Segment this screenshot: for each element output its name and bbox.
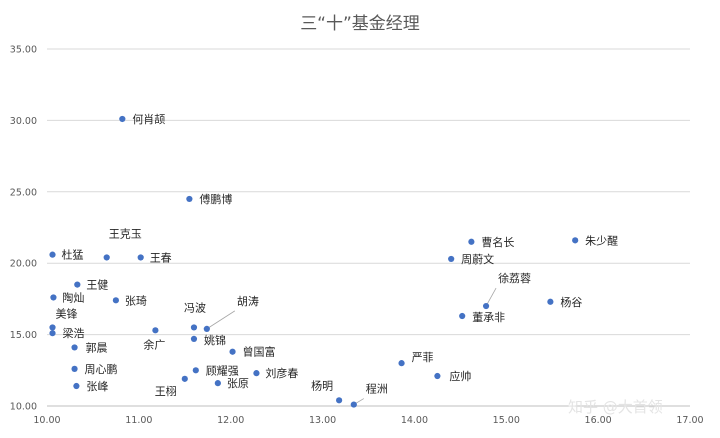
point-label: 王克玉 <box>109 227 142 240</box>
y-tick-label: 15.00 <box>10 330 37 341</box>
point-label: 刘彦春 <box>265 366 298 380</box>
gridlines <box>47 48 690 336</box>
data-point <box>192 367 199 374</box>
point-label: 张琦 <box>125 294 147 307</box>
y-tick-label: 10.00 <box>10 402 37 413</box>
data-point <box>434 372 441 380</box>
point-label: 张原 <box>227 377 249 390</box>
data-point <box>190 335 198 342</box>
point-label: 朱少醒 <box>585 234 618 247</box>
point-label: 杨明 <box>311 378 333 392</box>
point-label: 曹名长 <box>481 235 514 249</box>
data-point <box>112 297 119 304</box>
label-leader-line <box>206 310 236 330</box>
chart-title: 三“十”基金经理 <box>300 14 420 34</box>
data-point <box>459 312 466 320</box>
point-label: 胡涛 <box>237 294 259 308</box>
point-label: 徐荔蓉 <box>498 271 531 285</box>
point-label: 余广 <box>143 337 165 351</box>
point-label: 董承非 <box>472 311 505 324</box>
y-tick-label: 35.00 <box>10 45 37 56</box>
y-tick-label: 25.00 <box>10 187 37 198</box>
data-point <box>398 360 405 367</box>
x-tick-label: 11.00 <box>125 415 152 426</box>
data-point <box>49 330 56 337</box>
data-point <box>71 365 78 372</box>
axes: 10.00 15.00 20.00 25.00 30.00 35.00 10.00 11.00… <box>10 45 704 427</box>
data-point <box>152 327 159 334</box>
data-point <box>186 195 193 203</box>
point-label: 姚锦 <box>204 333 226 347</box>
x-tick-label: 16.00 <box>585 415 612 426</box>
point-label: 冯波 <box>184 301 206 314</box>
data-point <box>119 115 126 123</box>
point-label: 王栩 <box>155 384 177 398</box>
data-point <box>49 251 56 258</box>
x-tick-label: 15.00 <box>493 415 520 426</box>
point-label: 张峰 <box>86 380 108 393</box>
point-label: 王春 <box>150 251 172 264</box>
point-label: 杜猛 <box>62 248 84 262</box>
point-label: 曾国富 <box>243 345 276 359</box>
point-label: 程洲 <box>366 383 388 396</box>
data-point <box>350 401 357 408</box>
data-point <box>74 281 81 288</box>
data-point <box>49 324 56 331</box>
point-label: 杨谷 <box>560 295 582 309</box>
data-point <box>71 344 78 351</box>
data-point <box>448 255 455 263</box>
x-tick-label: 14.00 <box>401 415 428 426</box>
point-label: 王健 <box>86 279 108 292</box>
point-label: 傅鹏博 <box>199 192 232 206</box>
data-point <box>73 382 80 390</box>
data-point <box>50 294 57 301</box>
point-label: 周心鹏 <box>85 363 118 376</box>
data-point <box>468 238 475 245</box>
x-tick-label: 13.00 <box>309 415 336 426</box>
y-tick-label: 20.00 <box>10 259 37 270</box>
data-point <box>572 237 579 244</box>
point-label: 周蔚文 <box>461 252 494 266</box>
point-label: 严菲 <box>412 351 434 364</box>
data-point <box>547 298 554 305</box>
data-point <box>181 375 188 382</box>
label-leader-line <box>485 287 497 307</box>
point-label: 美锋 <box>56 307 78 320</box>
data-point <box>103 254 110 261</box>
x-tick-label: 17.00 <box>676 415 703 426</box>
point-label: 梁浩 <box>63 326 85 340</box>
point-label: 陶灿 <box>62 290 84 304</box>
x-tick-label: 12.00 <box>217 415 244 426</box>
data-point <box>336 397 343 404</box>
point-label: 应帅 <box>449 369 471 383</box>
data-point <box>253 370 260 377</box>
y-tick-label: 30.00 <box>10 116 37 127</box>
data-point <box>214 380 221 387</box>
data-point <box>482 302 490 310</box>
data-point <box>203 325 210 332</box>
x-tick-label: 10.00 <box>33 415 60 426</box>
point-label: 何肖颉 <box>132 112 165 126</box>
watermark: 知乎 @大首领 <box>568 398 663 416</box>
data-point <box>190 324 198 331</box>
point-label: 顾耀强 <box>206 364 239 377</box>
point-label: 郭晨 <box>86 341 108 354</box>
data-point <box>137 254 144 261</box>
data-point <box>229 348 236 355</box>
